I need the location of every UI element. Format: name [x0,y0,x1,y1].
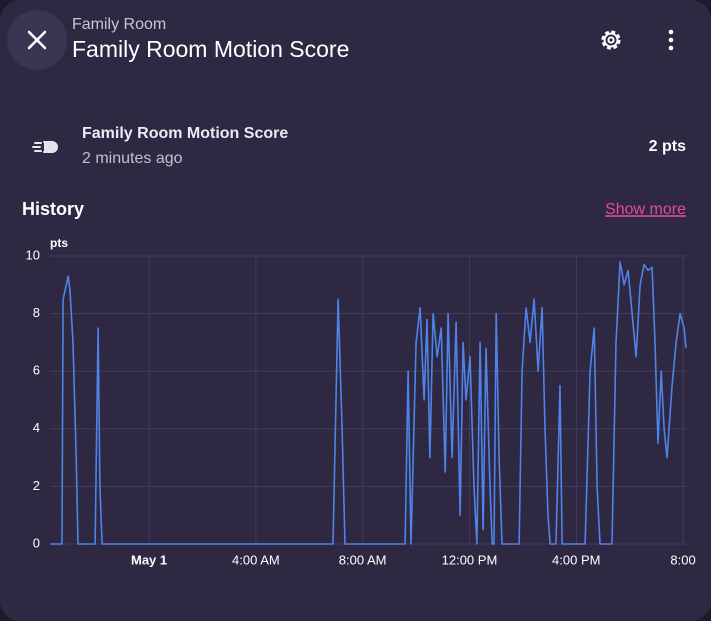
x-tick-label: 8:00 AM [339,552,387,567]
y-axis-label: pts [50,236,68,250]
close-icon [27,30,47,50]
show-more-link[interactable]: Show more [605,201,686,218]
x-tick-label: 4:00 PM [552,552,600,567]
y-tick-label: 4 [33,420,40,435]
motion-lines [32,142,42,152]
header-title: Family Room Motion Score [72,36,349,62]
y-tick-label: 8 [33,305,40,320]
dot [668,37,674,43]
gear-hub [607,36,615,44]
dot [668,45,674,51]
y-tick-label: 0 [33,535,40,550]
y-tick-label: 10 [26,247,40,262]
entity-state: 2 pts [649,138,686,155]
x-tick-label: May 1 [131,552,167,567]
motion-body [43,141,58,153]
series-line [50,261,687,545]
dot [668,29,674,35]
y-tick-label: 2 [33,478,40,493]
gear-ring [603,32,619,48]
history-chart: 0 2 4 6 8 10 May 1 4:00 AM 8:00 AM 12:00 PM 4:00 P… [26,247,696,567]
x-tick-label: 4:00 AM [232,552,280,567]
entity-name: Family Room Motion Score [82,125,288,142]
x-tick-label: 8:00 [670,552,695,567]
x-tick-label: 12:00 PM [442,552,498,567]
gear-teeth [601,30,621,50]
settings-button[interactable] [601,30,621,50]
header-subtitle: Family Room [72,16,166,33]
entity-last-changed: 2 minutes ago [82,150,183,167]
history-title: History [22,199,84,219]
entity-icon [32,141,58,153]
y-tick-label: 6 [33,363,40,378]
menu-button[interactable] [668,29,674,51]
